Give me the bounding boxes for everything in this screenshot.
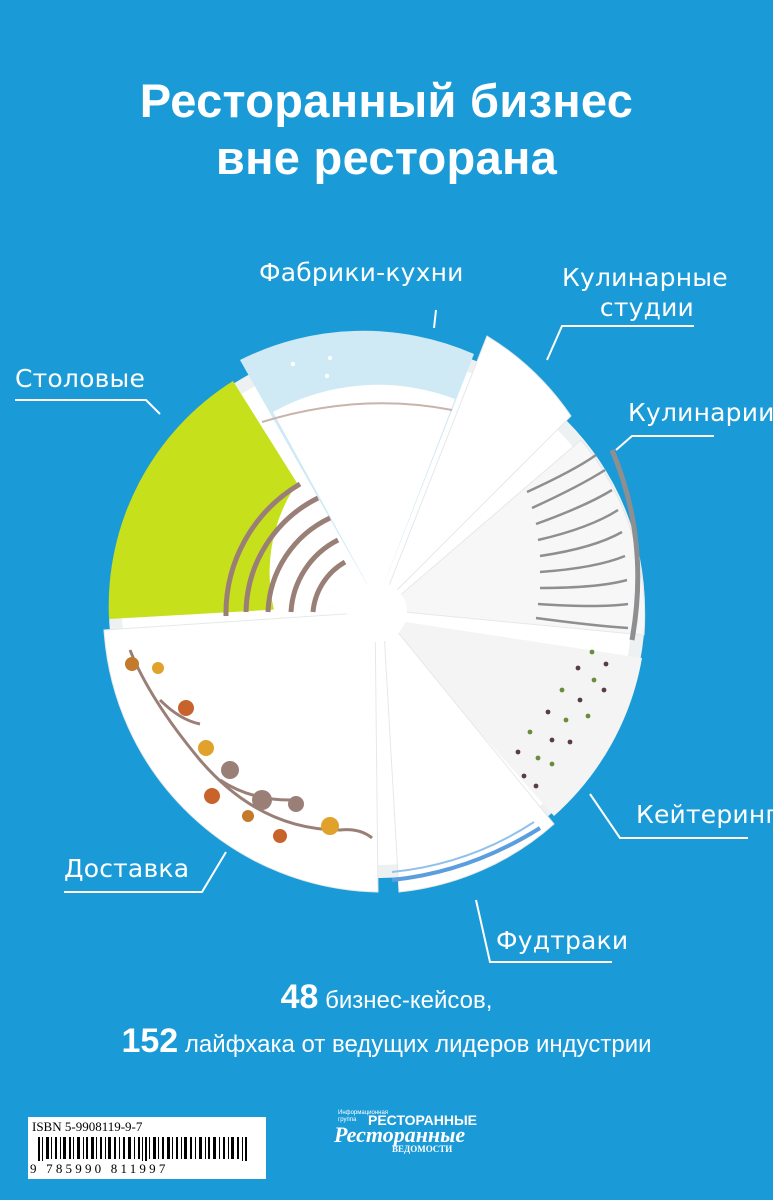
stats-number-2: 152 <box>121 1022 179 1060</box>
label-fudtraki: Фудтраки <box>496 926 629 955</box>
label-kulinarnye-studii-line2: студии <box>599 293 694 322</box>
sector-stolovye-inner <box>269 458 373 610</box>
publisher-name-part1: РЕСТОРАННЫЕ <box>368 1112 478 1128</box>
fabriki-rim-line <box>261 402 453 423</box>
title-line-2: вне ресторана <box>215 131 558 184</box>
publisher-small-text: Информационная группа <box>338 1110 388 1124</box>
label-kulinarnye-studii-line1: Кулинарные <box>562 263 728 292</box>
label-keitering: Кейтеринг <box>636 800 773 829</box>
sector-kulinarnye-studii <box>380 335 572 607</box>
publisher-logo: Информационная группа РЕСТОРАННЫЕ Рестор… <box>334 1108 477 1168</box>
book-title: Ресторанный бизнес вне ресторана <box>0 72 773 186</box>
floral-pattern <box>128 649 373 840</box>
plate-diagram <box>15 309 748 963</box>
publisher-name-part2: Ресторанные <box>334 1122 466 1147</box>
fabriki-dots <box>290 355 360 395</box>
plate-center <box>347 582 407 642</box>
keitering-dots <box>515 649 609 789</box>
publisher-small-line2: группа <box>338 1117 357 1123</box>
isbn-digits: 9 785990 811997 <box>30 1161 169 1176</box>
stats-text-2: лайфхака от ведущих лидеров индустрии <box>184 1031 652 1058</box>
stats-line-1: 48 бизнес-кейсов, <box>0 978 773 1017</box>
label-stolovye: Столовые <box>15 364 146 393</box>
isbn-text: ISBN 5-9908119-9-7 <box>32 1119 143 1134</box>
stats-line-2: 152 лайфхака от ведущих лидеров индустри… <box>0 1022 773 1061</box>
stats-text-1: бизнес-кейсов, <box>325 987 493 1014</box>
label-dostavka: Доставка <box>64 854 190 883</box>
publisher-name-part3: ВЕДОМОСТИ <box>392 1144 453 1154</box>
sector-fabriki-inner <box>273 384 455 602</box>
title-line-1: Ресторанный бизнес <box>139 74 634 127</box>
publisher-small-line1: Информационная <box>338 1110 389 1116</box>
sector-fudtraki <box>382 612 555 893</box>
stats-number-1: 48 <box>280 978 319 1016</box>
isbn-barcode: ISBN 5-9908119-9-7 <box>28 1117 266 1179</box>
label-kulinarnye-studii: Кулинарные студии <box>562 263 728 323</box>
fudtraki-blue-rim <box>391 826 542 882</box>
leader-lines <box>15 309 748 963</box>
rings <box>223 481 347 617</box>
label-fabriki-kukhni: Фабрики-кухни <box>259 258 464 287</box>
barcode-bars <box>38 1137 247 1161</box>
kulinarii-fins <box>526 449 641 641</box>
sector-dostavka <box>103 611 379 893</box>
label-kulinarii: Кулинарии <box>628 398 773 427</box>
leaves <box>125 657 339 843</box>
